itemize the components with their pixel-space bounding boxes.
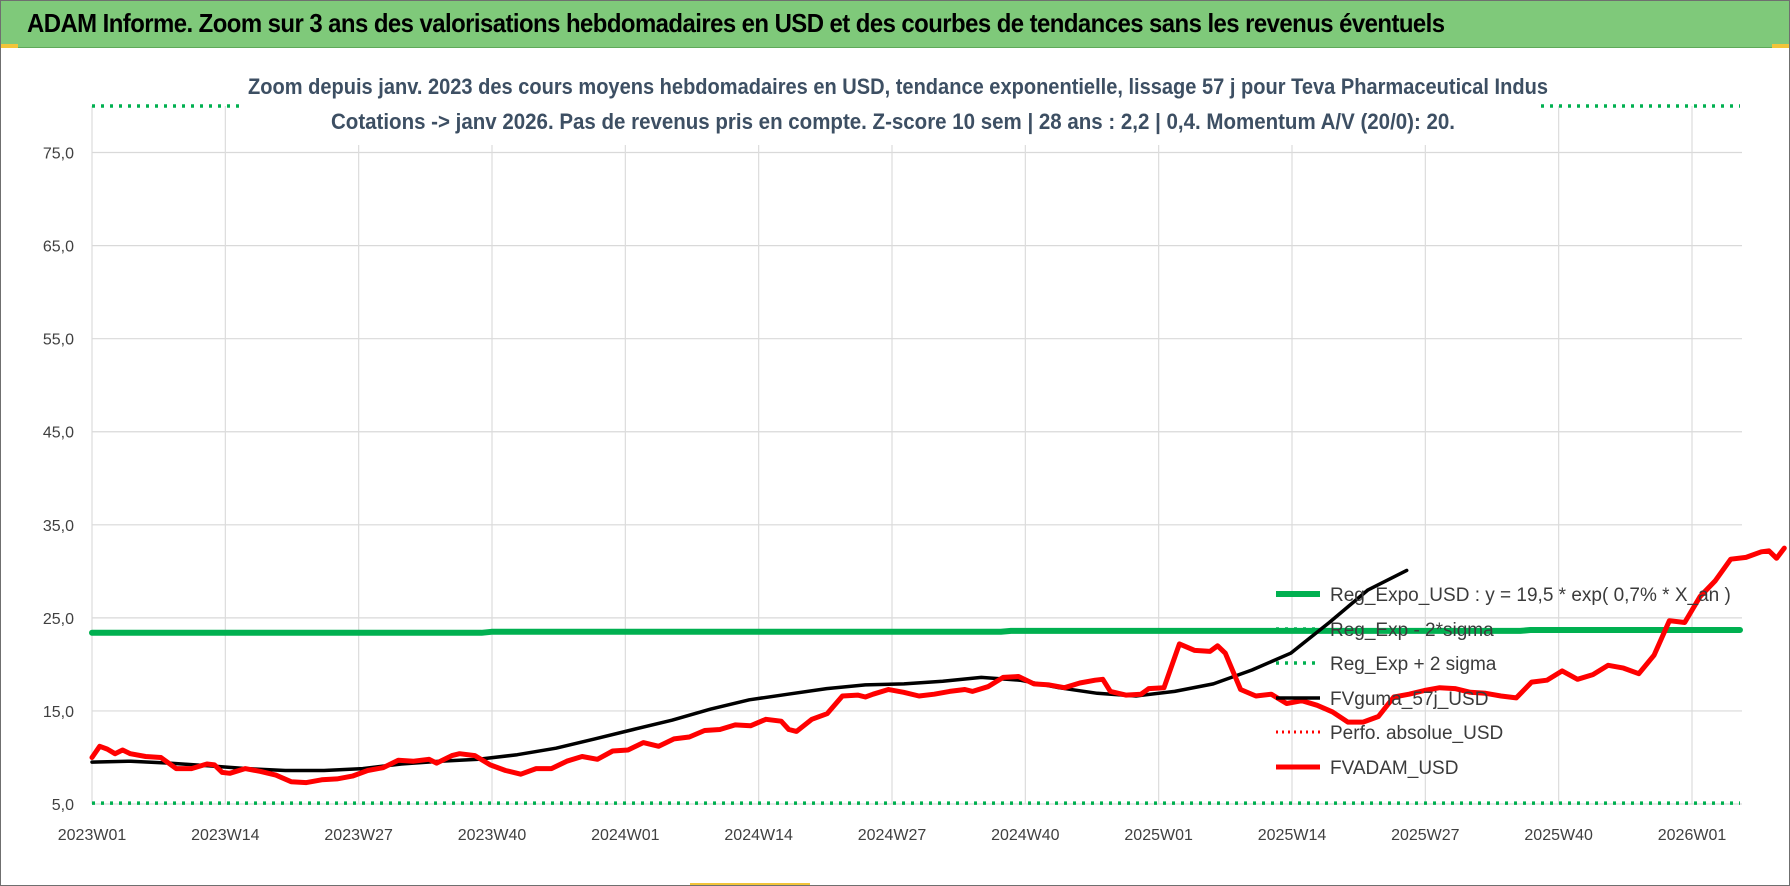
y-tick-label: 65,0 bbox=[43, 239, 74, 256]
bottom-accent bbox=[690, 883, 810, 886]
report-banner: ADAM Informe. Zoom sur 3 ans des valoris… bbox=[0, 0, 1790, 48]
chart-title-background bbox=[240, 65, 1540, 145]
x-tick-label: 2025W01 bbox=[1124, 827, 1193, 844]
y-tick-label: 5,0 bbox=[52, 797, 74, 814]
x-tick-label: 2023W27 bbox=[324, 827, 393, 844]
y-tick-label: 15,0 bbox=[43, 704, 74, 721]
series-line-reg-expo-usd-0 bbox=[89, 627, 1743, 636]
y-tick-label: 35,0 bbox=[43, 518, 74, 535]
legend-label: Reg_Expo_USD : y = 19,5 * exp( 0,7% * X_… bbox=[1330, 585, 1731, 606]
legend-label: Perfo. absolue_USD bbox=[1330, 723, 1503, 744]
x-tick-label: 2024W40 bbox=[991, 827, 1060, 844]
chart-legend: Reg_Expo_USD : y = 19,5 * exp( 0,7% * X_… bbox=[1276, 585, 1731, 779]
x-tick-label: 2026W01 bbox=[1658, 827, 1727, 844]
legend-label: FVADAM_USD bbox=[1330, 758, 1458, 779]
x-tick-label: 2023W14 bbox=[191, 827, 260, 844]
banner-title: ADAM Informe. Zoom sur 3 ans des valoris… bbox=[27, 8, 1445, 38]
banner-accent-right bbox=[1772, 44, 1790, 48]
chart-subtitle: Cotations -> janv 2026. Pas de revenus p… bbox=[331, 109, 1455, 134]
series-line-fvguma-57j-usd-3 bbox=[90, 568, 1409, 773]
y-tick-label: 45,0 bbox=[43, 425, 74, 442]
y-axis-tick-labels: 5,0 15,0 25,0 35,0 45,0 55,0 65,0 75,0 bbox=[43, 146, 74, 814]
y-tick-label: 55,0 bbox=[43, 332, 74, 349]
chart-grid bbox=[92, 151, 1742, 805]
x-tick-label: 2025W27 bbox=[1391, 827, 1460, 844]
x-tick-label: 2023W40 bbox=[458, 827, 527, 844]
legend-label: FVguma_57j_USD bbox=[1330, 689, 1488, 710]
x-tick-label: 2024W01 bbox=[591, 827, 660, 844]
chart-series bbox=[89, 104, 1787, 805]
y-tick-label: 25,0 bbox=[43, 611, 74, 628]
legend-label: Reg_Exp - 2*sigma bbox=[1330, 620, 1494, 641]
legend-label: Reg_Exp + 2 sigma bbox=[1330, 654, 1497, 675]
x-tick-label: 2024W14 bbox=[724, 827, 793, 844]
x-axis-tick-labels: 2023W01 2023W14 2023W27 2023W40 2024W01 2024W… bbox=[58, 827, 1727, 844]
x-tick-label: 2025W14 bbox=[1258, 827, 1327, 844]
x-tick-label: 2023W01 bbox=[58, 827, 127, 844]
y-tick-label: 75,0 bbox=[43, 146, 74, 163]
chart-title: Zoom depuis janv. 2023 des cours moyens … bbox=[248, 74, 1548, 99]
x-tick-label: 2024W27 bbox=[858, 827, 927, 844]
x-tick-label: 2025W40 bbox=[1524, 827, 1593, 844]
series-line-fvadam-usd-5 bbox=[89, 545, 1787, 786]
banner-accent-left bbox=[0, 44, 18, 48]
